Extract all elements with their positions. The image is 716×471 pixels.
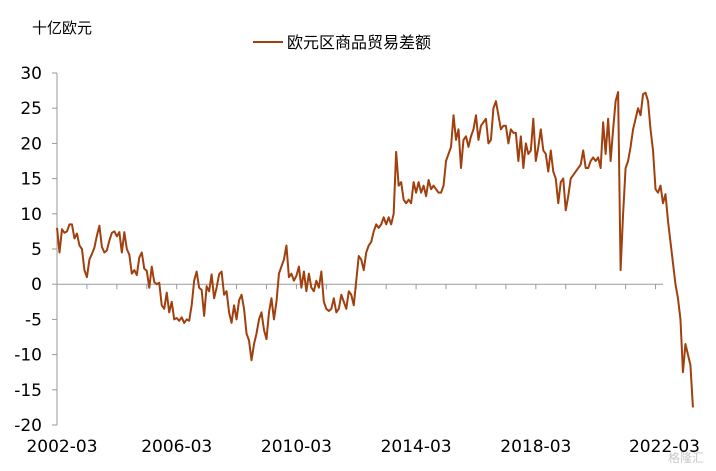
y-tick-label: -15: [14, 381, 42, 401]
y-tick-labels: 30 25 20 15 10 5 0 -5 -10 -15 -20: [14, 64, 42, 436]
watermark: 格隆汇: [668, 450, 704, 465]
x-tick-label: 2022-03: [629, 437, 700, 457]
legend-label: 欧元区商品贸易差额: [287, 33, 431, 52]
y-tick-label: -10: [14, 346, 42, 366]
legend: 欧元区商品贸易差额: [253, 33, 431, 52]
x-tick-label: 2018-03: [500, 437, 571, 457]
y-tick-label: -20: [14, 416, 42, 436]
x-tick-label: 2010-03: [261, 437, 332, 457]
ticks: [52, 72, 657, 426]
y-tick-label: 30: [20, 64, 42, 84]
y-tick-label: 10: [20, 205, 42, 225]
y-tick-label: 25: [20, 99, 42, 119]
x-tick-label: 2014-03: [381, 437, 452, 457]
x-tick-label: 2002-03: [26, 437, 97, 457]
x-tick-label: 2006-03: [141, 437, 212, 457]
y-tick-label: -5: [25, 310, 42, 330]
y-tick-label: 5: [31, 240, 42, 260]
y-tick-label: 20: [20, 134, 42, 154]
y-axis-unit-label: 十亿欧元: [32, 19, 92, 37]
series-line: [56, 91, 694, 408]
x-tick-labels: 2002-03 2006-03 2010-03 2014-03 2018-03 2022-…: [26, 437, 700, 457]
y-tick-label: 15: [20, 170, 42, 190]
y-tick-label: 0: [31, 275, 42, 295]
